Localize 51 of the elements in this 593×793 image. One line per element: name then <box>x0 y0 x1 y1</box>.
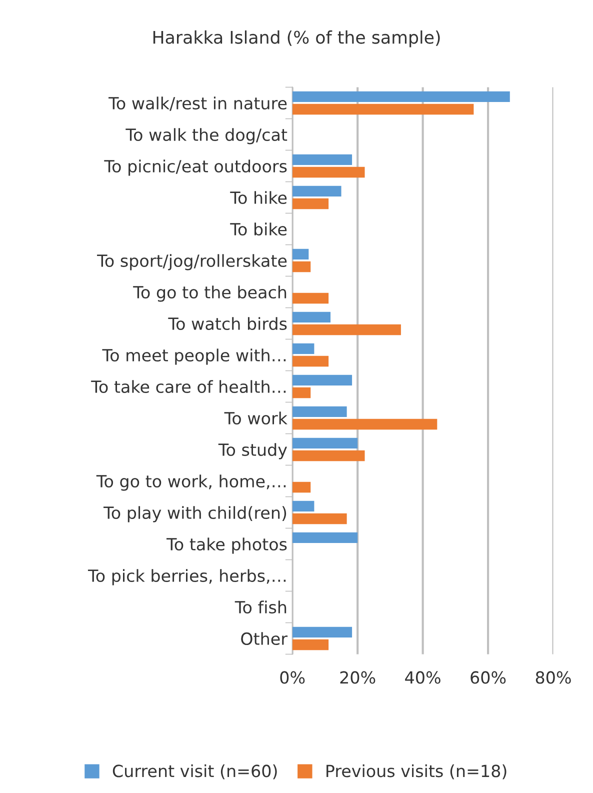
bar <box>292 626 352 638</box>
bar <box>292 312 331 323</box>
x-tick-label: 20% <box>340 671 376 684</box>
bar <box>292 248 309 260</box>
y-tick-label: To take care of health… <box>91 380 286 394</box>
bar <box>292 104 474 115</box>
y-tick-label: To bike <box>230 222 287 236</box>
bar <box>292 186 342 197</box>
bar <box>292 532 358 544</box>
bar <box>292 406 347 418</box>
bar <box>292 513 347 524</box>
x-tick-label: 60% <box>470 671 506 684</box>
x-tick-label: 0% <box>280 671 305 684</box>
x-tick-label: 40% <box>405 671 440 684</box>
bar <box>292 343 314 354</box>
y-tick-label: To take photos <box>166 538 287 554</box>
y-tick-label: To walk the dog/cat <box>126 128 288 144</box>
bar <box>292 154 352 166</box>
y-tick-label: To meet people with… <box>102 348 286 365</box>
chart-title: Harakka Island (% of the sample) <box>153 30 440 48</box>
bar <box>292 292 329 304</box>
y-tick-label: Other <box>241 632 288 646</box>
legend-label: Current visit (n=60) <box>112 764 277 780</box>
bar <box>292 500 314 512</box>
bar <box>292 418 438 430</box>
y-tick-label: To play with child(ren) <box>103 506 286 522</box>
bar <box>292 450 365 462</box>
bar <box>292 166 365 178</box>
bar <box>292 438 358 449</box>
y-tick-label: To work <box>224 412 288 425</box>
y-tick-label: To watch birds <box>168 317 287 330</box>
bar <box>292 639 329 650</box>
y-tick-label: To picnic/eat outdoors <box>104 160 287 176</box>
y-tick-label: To study <box>218 443 287 460</box>
bar <box>292 356 329 367</box>
bar <box>292 324 401 336</box>
y-tick-label: To walk/rest in nature <box>108 96 287 111</box>
y-tick-label: To go to work, home,… <box>96 474 286 491</box>
bar <box>292 261 311 272</box>
y-tick-label: To go to the beach <box>133 286 286 302</box>
bar <box>292 482 311 493</box>
bar <box>292 374 352 386</box>
bar <box>292 387 311 398</box>
y-tick-label: To fish <box>234 600 286 614</box>
y-tick-label: To hike <box>230 191 287 204</box>
y-tick-label: To pick berries, herbs,… <box>88 569 286 586</box>
x-tick-label: 80% <box>536 671 571 684</box>
bar <box>292 91 510 102</box>
bar <box>292 198 329 210</box>
legend-label: Previous visits (n=18) <box>326 764 506 780</box>
y-tick-label: To sport/jog/rollerskate <box>97 254 287 270</box>
